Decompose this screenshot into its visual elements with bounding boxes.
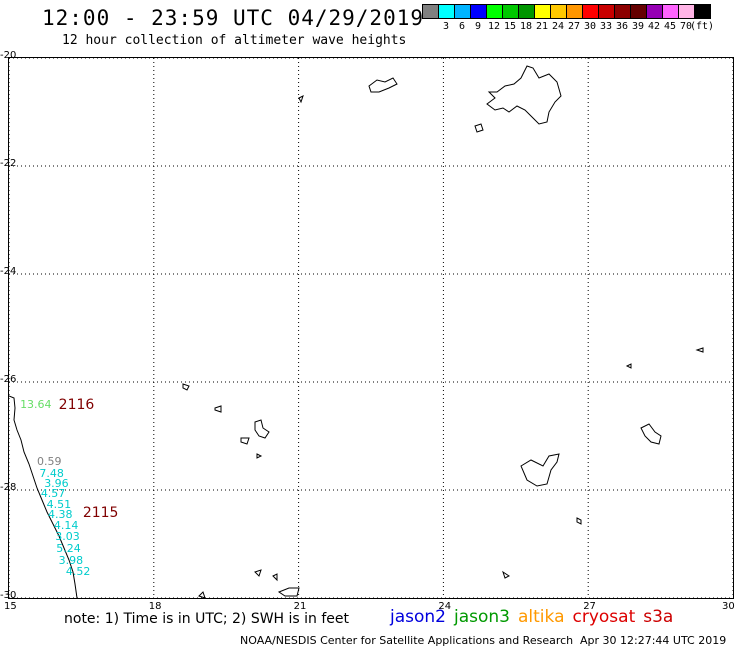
scale-swatch-2	[454, 4, 471, 19]
lon-tick-27: 27	[583, 601, 596, 612]
satellite-jason3: jason3	[454, 607, 510, 627]
scale-label-12: 12	[487, 21, 501, 32]
scale-label-39: 39	[631, 21, 645, 32]
map-canvas	[9, 58, 733, 598]
lon-tick-24: 24	[438, 601, 452, 612]
wave-height-label-8: 3.03	[55, 529, 80, 543]
wave-height-label-11: 4.52	[65, 565, 91, 579]
scale-swatch-7	[534, 4, 551, 19]
lon-tick-15: 15	[4, 601, 17, 612]
lon-tick-30: 30	[722, 601, 735, 612]
wave-height-label-7: 4.14	[53, 519, 79, 533]
footer-note: note: 1) Time is in UTC; 2) SWH is in fe…	[64, 611, 350, 627]
scale-unit: (ft)	[689, 21, 715, 32]
scale-label-33: 33	[599, 21, 613, 32]
pass-time-label-2116: 2116	[58, 397, 95, 414]
wave-height-label-6: 4.38	[48, 507, 73, 521]
island-6	[254, 419, 270, 439]
lat-tick--20: -20	[0, 50, 17, 61]
gridlines	[9, 58, 733, 598]
island-4	[182, 383, 190, 391]
coastline	[9, 65, 704, 598]
island-17	[502, 570, 510, 579]
satellite-cryosat: cryosat	[572, 607, 636, 627]
wave-height-label-2: 7.48	[39, 466, 64, 480]
lon-tick-18: 18	[148, 601, 162, 612]
scale-swatch-14	[646, 4, 663, 19]
coastline-namibia	[9, 395, 78, 598]
island-11	[695, 347, 704, 353]
scale-label-45: 45	[663, 21, 677, 32]
island-18	[198, 591, 206, 598]
scale-label-18: 18	[519, 21, 533, 32]
satellite-legend: jason2 jason3 altika cryosat s3a	[390, 607, 681, 627]
island-15	[272, 573, 278, 582]
scale-label-30: 30	[583, 21, 597, 32]
scale-swatch-4	[486, 4, 503, 19]
scale-label-42: 42	[647, 21, 661, 32]
lat-tick--24: -24	[0, 266, 17, 277]
map-subtitle: 12 hour collection of altimeter wave hei…	[62, 33, 407, 48]
scale-label-21: 21	[535, 21, 549, 32]
island-8	[256, 453, 263, 459]
scale-swatch-8	[550, 4, 567, 19]
island-16	[277, 587, 300, 597]
satellite-jason2: jason2	[390, 607, 446, 627]
scale-label-3: 3	[442, 21, 450, 32]
scale-swatch-3	[470, 4, 487, 19]
scale-swatch-1	[438, 4, 455, 19]
scale-label-15: 15	[503, 21, 517, 32]
island-5	[214, 405, 222, 413]
wave-height-color-scale: 3 6 9 12 15 18 21 24 27 30 33 36 39 42 45 70 (ft)	[422, 4, 714, 32]
map-title: 12:00 - 23:59 UTC 04/29/2019	[42, 6, 425, 30]
island-14	[254, 569, 262, 577]
scale-swatch-6	[518, 4, 535, 19]
island-2	[298, 95, 304, 104]
wave-height-label-9: 5.24	[56, 541, 81, 555]
lat-tick--30: -30	[0, 590, 17, 601]
scale-swatch-9	[566, 4, 583, 19]
island-12	[625, 363, 632, 369]
scale-label-9: 9	[474, 21, 482, 32]
scale-swatch-10	[582, 4, 599, 19]
scale-label-6: 6	[458, 21, 466, 32]
island-9	[520, 453, 560, 487]
scale-swatch-13	[630, 4, 647, 19]
lat-tick--28: -28	[0, 482, 17, 493]
scale-swatch-15	[662, 4, 679, 19]
credit-text: NOAA/NESDIS Center for Satellite Applica…	[240, 634, 574, 647]
island-13	[576, 517, 582, 525]
island-1	[368, 77, 398, 93]
satellite-s3a: s3a	[643, 607, 674, 627]
satellite-altika: altika	[518, 607, 565, 627]
scale-label-27: 27	[567, 21, 581, 32]
lat-tick--22: -22	[0, 158, 17, 169]
scale-labels: 3 6 9 12 15 18 21 24 27 30 33 36 39 42 45 70 (ft)	[422, 19, 714, 32]
island-3	[474, 123, 484, 133]
wave-height-label-10: 3.98	[58, 553, 84, 567]
wave-height-label-0: 13.64	[20, 398, 52, 412]
wave-height-label-5: 4.51	[46, 497, 72, 511]
lat-tick--26: -26	[0, 374, 17, 385]
pass-time-label-2115: 2115	[82, 505, 119, 522]
altimeter-map	[8, 57, 734, 599]
lon-tick-21: 21	[293, 601, 307, 612]
generation-timestamp: Apr 30 12:27:44 UTC 2019	[580, 634, 727, 647]
scale-swatch-0	[422, 4, 439, 19]
island-7	[240, 437, 250, 445]
scale-swatch-12	[614, 4, 631, 19]
wave-height-label-3: 3.96	[44, 477, 69, 491]
scale-swatches	[422, 4, 711, 19]
scale-swatch-11	[598, 4, 615, 19]
wave-height-label-1: 0.59	[36, 454, 62, 468]
scale-label-70: 70	[679, 21, 693, 32]
scale-label-36: 36	[615, 21, 629, 32]
wave-height-label-4: 4.57	[40, 487, 66, 501]
island-10	[640, 423, 662, 445]
scale-swatch-16	[678, 4, 695, 19]
coastline-madagascar	[486, 65, 562, 125]
scale-label-24: 24	[551, 21, 565, 32]
scale-swatch-5	[502, 4, 519, 19]
scale-swatch-17	[694, 4, 711, 19]
